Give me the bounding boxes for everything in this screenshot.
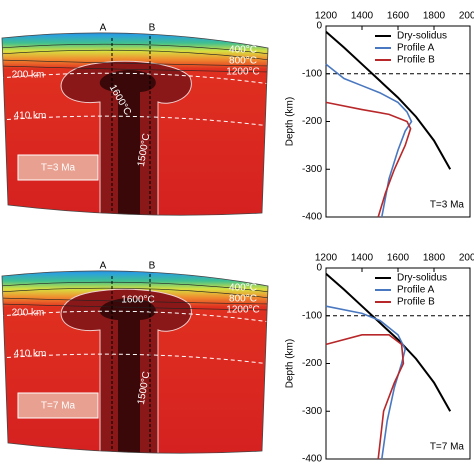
time-box: [17, 392, 99, 419]
panel-label: A: [100, 23, 107, 34]
legend-label: Dry-solidus: [397, 273, 447, 284]
y-tick-label: -400: [302, 454, 322, 465]
isotherm: [2, 297, 268, 305]
panel-label: 410 km: [14, 111, 47, 122]
annotation: T=3 Ma: [430, 200, 465, 211]
line: [325, 305, 407, 460]
x-tick-label: 1600: [387, 11, 410, 22]
depth-line: [2, 310, 268, 323]
line: [325, 334, 405, 460]
panel-label: T=3 Ma: [41, 163, 76, 174]
legend-label: Dry-solidus: [397, 31, 447, 42]
plume-core: [99, 298, 156, 454]
x-tick-label: 1600: [387, 253, 410, 264]
panel-outline: [1, 32, 269, 216]
y-axis-label: Depth (km): [285, 97, 296, 146]
model-panel: [2, 270, 268, 454]
line: [325, 63, 413, 218]
y-tick-label: 0: [316, 21, 322, 32]
annotation: T=7 Ma: [430, 442, 465, 453]
panel-label: 400°C: [229, 283, 257, 294]
y-tick-label: -300: [302, 164, 322, 175]
y-tick-label: -200: [302, 116, 322, 127]
isotherm: [2, 287, 268, 299]
panel-label: 200 km: [12, 70, 45, 81]
y-tick-label: -100: [302, 68, 322, 79]
x-tick-label: 1400: [351, 253, 374, 264]
legend-label: Profile B: [397, 55, 435, 66]
depth-line: [2, 115, 268, 127]
x-tick-label: 1400: [351, 11, 374, 22]
isotherm: [2, 65, 268, 73]
legend-label: Profile B: [397, 297, 435, 308]
y-tick-label: 0: [316, 263, 322, 274]
isotherm: [2, 281, 268, 293]
line: [325, 272, 452, 412]
legend-label: Profile A: [397, 43, 435, 54]
panel-label: 800°C: [229, 294, 257, 305]
x-tick-label: 1200: [315, 11, 338, 22]
panel-label: B: [149, 23, 156, 34]
panel-label: 410 km: [14, 349, 47, 360]
panel-outline: [1, 270, 269, 454]
legend-label: Profile A: [397, 285, 435, 296]
depth-line: [2, 353, 268, 365]
panel-label: 800°C: [229, 56, 257, 67]
plume-core: [99, 70, 156, 216]
line: [325, 30, 452, 170]
isotherm: [2, 49, 268, 61]
y-tick-label: -300: [302, 406, 322, 417]
panel-label: T=7 Ma: [41, 401, 76, 412]
panel-label: 1200°C: [226, 67, 259, 78]
x-tick-label: 1800: [423, 11, 446, 22]
panel-label: 1600°C: [121, 295, 154, 306]
isotherm: [2, 43, 268, 55]
panel-label: B: [149, 261, 156, 272]
panel-label: A: [100, 261, 107, 272]
y-tick-label: -200: [302, 358, 322, 369]
y-axis-label: Depth (km): [285, 339, 296, 388]
x-tick-label: 1800: [423, 253, 446, 264]
panel-label: 400°C: [229, 45, 257, 56]
y-tick-label: -400: [302, 212, 322, 223]
panel-label: 200 km: [12, 308, 45, 319]
y-tick-label: -100: [302, 310, 322, 321]
time-box: [17, 154, 99, 181]
isotherm: [2, 303, 268, 311]
depth-line: [2, 72, 268, 85]
isotherm: [2, 59, 268, 67]
panel-label: 1200°C: [226, 305, 259, 316]
line: [325, 101, 412, 218]
x-tick-label: 1200: [315, 253, 338, 264]
model-panel: [2, 32, 268, 216]
